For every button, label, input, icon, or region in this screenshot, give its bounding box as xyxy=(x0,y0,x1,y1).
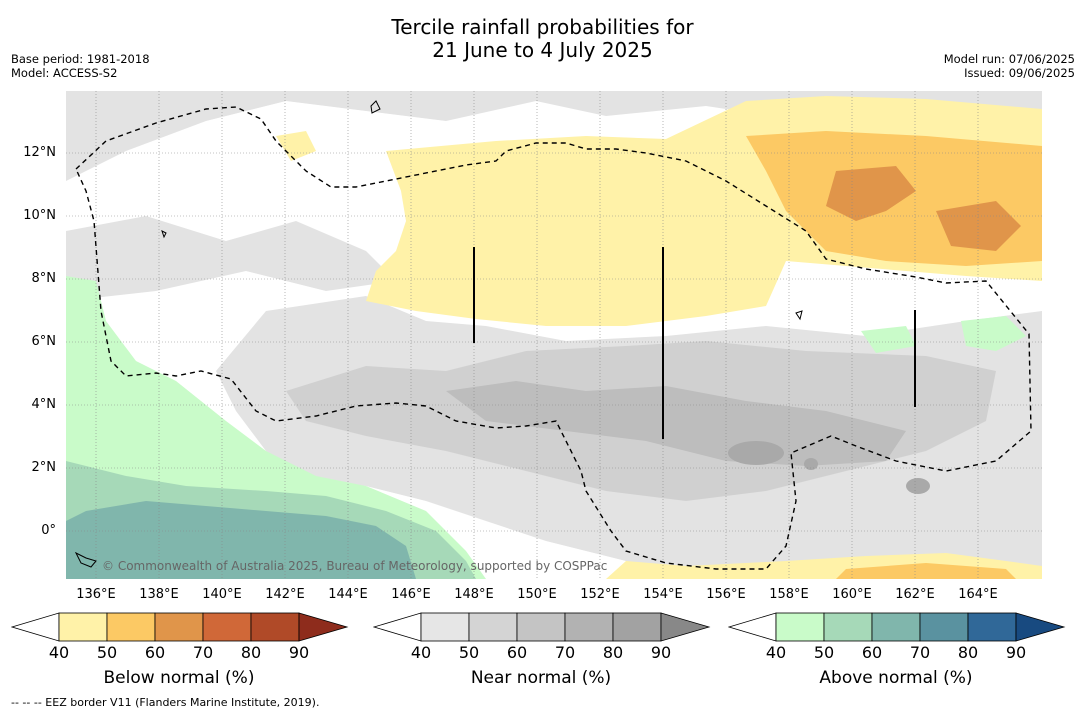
longitude-label: 152°E xyxy=(580,587,620,602)
longitude-label: 148°E xyxy=(454,587,494,602)
colorbar-tick-label: 50 xyxy=(813,643,835,662)
colorbar-upper-extension xyxy=(1015,612,1066,642)
colorbar-segment xyxy=(967,612,1017,642)
latitude-label: 12°N xyxy=(23,145,56,160)
longitude-label: 140°E xyxy=(202,587,242,602)
colorbar-tick-label: 90 xyxy=(650,643,672,662)
latitude-label: 8°N xyxy=(31,271,57,286)
longitude-label: 146°E xyxy=(391,587,431,602)
below-normal-70-region xyxy=(826,166,1021,251)
colorbar-segment xyxy=(564,612,614,642)
longitude-label: 138°E xyxy=(139,587,179,602)
near-normal-darkest-region xyxy=(728,441,930,494)
longitude-label: 144°E xyxy=(328,587,368,602)
longitude-label: 158°E xyxy=(769,587,809,602)
map-title-line1: Tercile rainfall probabilities for xyxy=(391,15,694,39)
rainfall-probability-map xyxy=(66,91,1042,579)
longitude-label: 162°E xyxy=(895,587,935,602)
island-outlines xyxy=(74,100,803,568)
colorbar-tick-label: 60 xyxy=(144,643,166,662)
latitude-label: 4°N xyxy=(31,397,57,412)
colorbar-tick-label: 60 xyxy=(861,643,883,662)
boundary-lines xyxy=(473,247,916,439)
colorbar xyxy=(373,612,711,642)
colorbar-tick-label: 70 xyxy=(192,643,214,662)
colorbar-segment xyxy=(58,612,108,642)
colorbar-tick-label: 80 xyxy=(240,643,262,662)
colorbar-tick-label: 70 xyxy=(909,643,931,662)
latitude-label: 10°N xyxy=(23,208,56,223)
colorbar-tick-label: 80 xyxy=(957,643,979,662)
base-period: Base period: 1981-2018 xyxy=(11,52,150,66)
colorbar-segment xyxy=(250,612,300,642)
colorbar-lower-extension xyxy=(728,612,777,642)
colorbar-tick-label: 90 xyxy=(1005,643,1027,662)
longitude-label: 154°E xyxy=(643,587,683,602)
issued-date: Issued: 09/06/2025 xyxy=(964,66,1075,80)
colorbar xyxy=(11,612,349,642)
colorbar-segment xyxy=(106,612,156,642)
colorbar-segment xyxy=(468,612,518,642)
colorbar-upper-extension xyxy=(660,612,711,642)
longitude-label: 142°E xyxy=(265,587,305,602)
colorbar-segment xyxy=(420,612,470,642)
colorbar-tick-label: 80 xyxy=(602,643,624,662)
colorbar-segment xyxy=(775,612,825,642)
latitude-label: 6°N xyxy=(31,334,57,349)
longitude-label: 136°E xyxy=(76,587,116,602)
above-normal-70-region xyxy=(66,501,416,579)
colorbar-upper-extension xyxy=(298,612,349,642)
colorbar-tick-label: 40 xyxy=(410,643,432,662)
model-name: Model: ACCESS-S2 xyxy=(11,66,118,80)
colorbar-tick-label: 70 xyxy=(554,643,576,662)
colorbar-segment xyxy=(516,612,566,642)
colorbar-tick-label: 40 xyxy=(48,643,70,662)
map-gridlines xyxy=(66,91,1042,579)
longitude-label: 164°E xyxy=(958,587,998,602)
colorbar-title: Above normal (%) xyxy=(819,668,973,688)
colorbar-segment xyxy=(202,612,252,642)
model-run: Model run: 07/06/2025 xyxy=(943,52,1075,66)
colorbar-tick-label: 40 xyxy=(765,643,787,662)
colorbar-segment xyxy=(612,612,662,642)
colorbar-tick-label: 50 xyxy=(458,643,480,662)
colorbar-lower-extension xyxy=(373,612,422,642)
longitude-label: 156°E xyxy=(706,587,746,602)
latitude-label: 0° xyxy=(41,523,56,538)
colorbar-tick-label: 60 xyxy=(506,643,528,662)
colorbar-segment xyxy=(823,612,873,642)
latitude-label: 2°N xyxy=(31,460,57,475)
colorbar-lower-extension xyxy=(11,612,60,642)
eez-border xyxy=(75,106,1032,570)
colorbar-segment xyxy=(871,612,921,642)
map-title-line2: 21 June to 4 July 2025 xyxy=(432,38,653,62)
eez-footnote: -- -- -- EEZ border V11 (Flanders Marine… xyxy=(11,696,320,709)
longitude-label: 150°E xyxy=(517,587,557,602)
copyright-notice: © Commonwealth of Australia 2025, Bureau… xyxy=(102,559,608,573)
near-normal-dark-region xyxy=(446,381,906,466)
colorbar-title: Below normal (%) xyxy=(103,668,255,688)
colorbar-segment xyxy=(154,612,204,642)
colorbar-tick-label: 90 xyxy=(288,643,310,662)
colorbar-tick-label: 50 xyxy=(96,643,118,662)
colorbar-title: Near normal (%) xyxy=(470,668,612,688)
colorbar-segment xyxy=(919,612,969,642)
longitude-label: 160°E xyxy=(832,587,872,602)
colorbar xyxy=(728,612,1066,642)
